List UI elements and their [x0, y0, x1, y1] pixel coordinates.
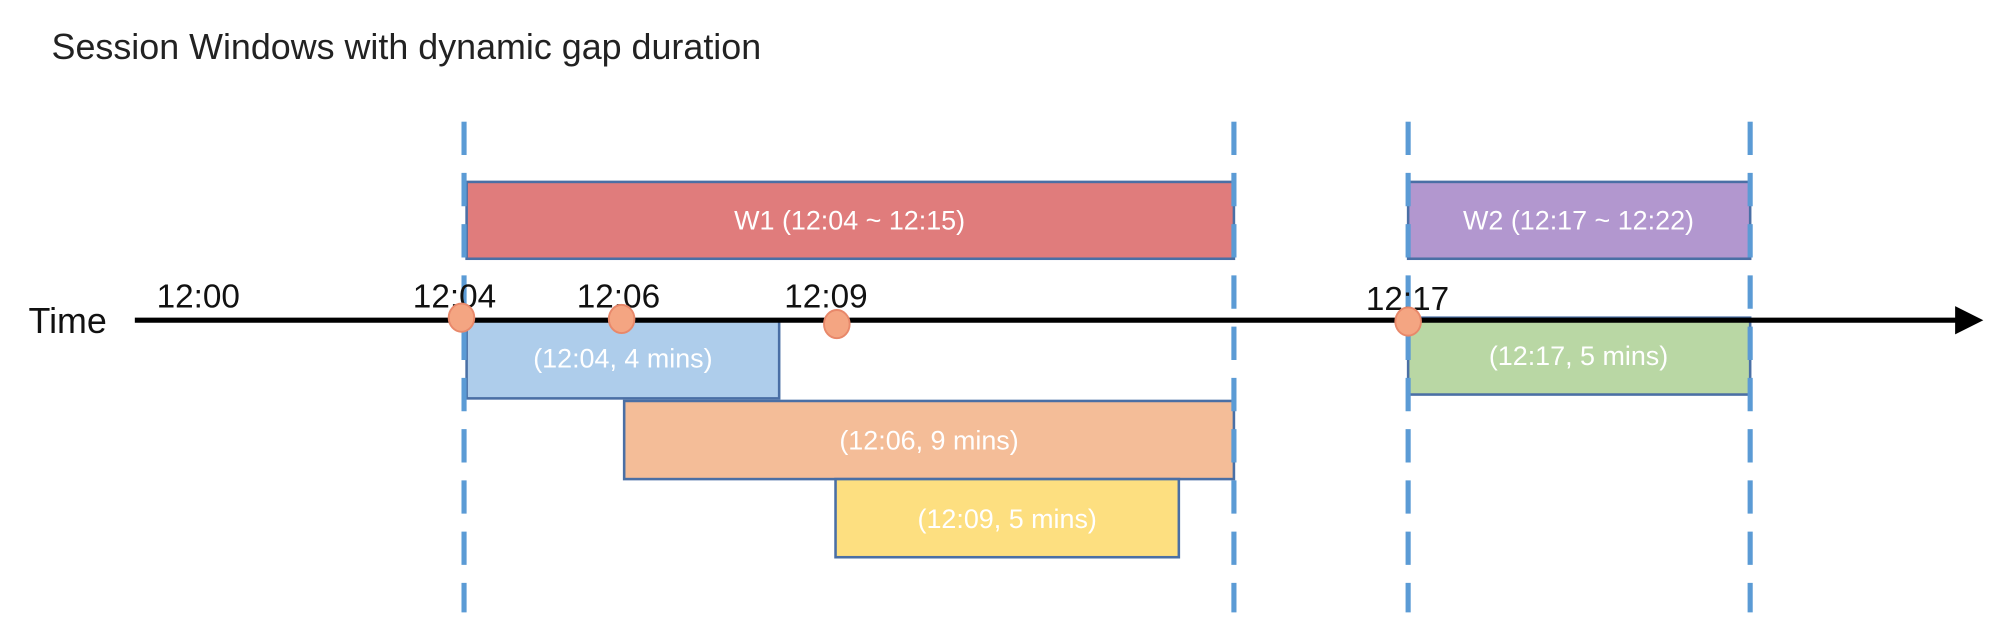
- window-w2-label: W2 (12:17 ~ 12:22): [1463, 205, 1694, 235]
- event-dot: [823, 309, 851, 340]
- tick-label: 12:09: [784, 278, 867, 315]
- event-label-1204: (12:04, 4 mins): [533, 344, 712, 374]
- window-w1-label: W1 (12:04 ~ 12:15): [734, 205, 965, 235]
- event-label-1209: (12:09, 5 mins): [918, 504, 1097, 534]
- window-w1: [465, 180, 1236, 261]
- event-dot: [607, 303, 636, 335]
- event-label-1206: (12:06, 9 mins): [839, 426, 1018, 456]
- tick-label: 12:00: [157, 278, 240, 315]
- axis-label: Time: [29, 301, 107, 341]
- event-label-1217: (12:17, 5 mins): [1489, 341, 1668, 371]
- event-dot: [447, 302, 476, 333]
- event-box-1209: [834, 477, 1181, 559]
- arrow-right-icon: [1955, 306, 1984, 335]
- window-w2: [1406, 180, 1752, 261]
- event-dot: [1394, 306, 1422, 337]
- diagram-title: Session Windows with dynamic gap duratio…: [52, 27, 762, 67]
